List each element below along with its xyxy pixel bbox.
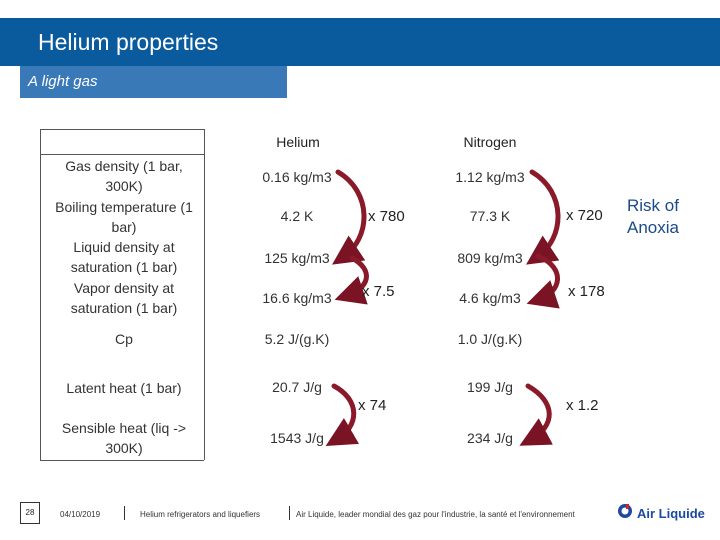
subtitle-bar: A light gas (20, 66, 287, 98)
helium-sensible-heat: 1543 J/g (270, 430, 324, 446)
nitrogen-liquid-density: 809 kg/m3 (457, 250, 523, 266)
helium-latent-heat: 20.7 J/g (272, 379, 322, 395)
row-label-boiling-temp: Boiling temperature (1 bar) (55, 199, 193, 235)
footer-separator-1 (124, 506, 125, 520)
slide-subtitle: A light gas (28, 73, 98, 90)
table-left-border (40, 129, 41, 460)
arrow-n2-density (526, 169, 561, 265)
ratio-n2-heat: x 1.2 (566, 397, 599, 414)
nitrogen-vapor-density: 4.6 kg/m3 (459, 290, 521, 306)
ratio-he-density: x 780 (368, 208, 405, 225)
nitrogen-gas-density: 1.12 kg/m3 (455, 169, 525, 185)
arrow-n2-vapor (526, 253, 560, 309)
row-label-latent-heat: Latent heat (1 bar) (66, 380, 182, 396)
footer-course: Helium refrigerators and liquefiers (140, 510, 261, 519)
risk-line-1: Risk of (627, 196, 679, 215)
row-label-sensible-heat: Sensible heat (liq -> 300K) (61, 420, 187, 456)
risk-note: Risk of Anoxia (627, 195, 679, 239)
nitrogen-latent-heat: 199 J/g (467, 379, 513, 395)
row-label-cp: Cp (115, 331, 133, 347)
risk-line-2: Anoxia (627, 218, 679, 237)
ratio-n2-density: x 720 (566, 207, 603, 224)
ratio-n2-vapor: x 178 (568, 283, 605, 300)
logo-text: Air Liquide (637, 506, 705, 521)
row-label-liquid-density: Liquid density at saturation (1 bar) (70, 239, 178, 275)
page-number: 28 (20, 502, 40, 524)
arrow-he-heat (325, 383, 360, 447)
footer-tagline: Air Liquide, leader mondial des gaz pour… (296, 510, 575, 519)
arrow-he-density (332, 169, 367, 265)
arrow-n2-heat (519, 383, 553, 446)
footer-date: 04/10/2019 (60, 510, 101, 519)
table-top-border (40, 129, 204, 130)
nitrogen-cp: 1.0 J/(g.K) (457, 331, 523, 347)
footer-separator-2 (289, 506, 290, 520)
helium-liquid-density: 125 kg/m3 (264, 250, 330, 266)
table-col-divider (204, 129, 205, 460)
ratio-he-heat: x 74 (358, 397, 387, 414)
header-nitrogen: Nitrogen (463, 134, 517, 150)
helium-cp: 5.2 J/(g.K) (264, 331, 330, 347)
slide-title: Helium properties (38, 29, 219, 55)
row-label-gas-density: Gas density (1 bar, 300K) (65, 158, 183, 194)
nitrogen-sensible-heat: 234 J/g (467, 430, 513, 446)
nitrogen-boiling-temp: 77.3 K (469, 208, 511, 224)
header-helium: Helium (276, 134, 320, 150)
table-header-divider (40, 154, 204, 155)
title-bar: Helium properties (0, 18, 720, 66)
helium-vapor-density: 16.6 kg/m3 (262, 290, 332, 306)
air-liquide-logo-icon (618, 504, 632, 518)
row-label-vapor-density: Vapor density at saturation (1 bar) (70, 280, 178, 316)
table-bottom-border (40, 460, 204, 461)
helium-gas-density: 0.16 kg/m3 (262, 169, 332, 185)
arrow-he-vapor (334, 255, 369, 305)
helium-boiling-temp: 4.2 K (280, 208, 314, 224)
ratio-he-vapor: x 7.5 (362, 283, 395, 300)
